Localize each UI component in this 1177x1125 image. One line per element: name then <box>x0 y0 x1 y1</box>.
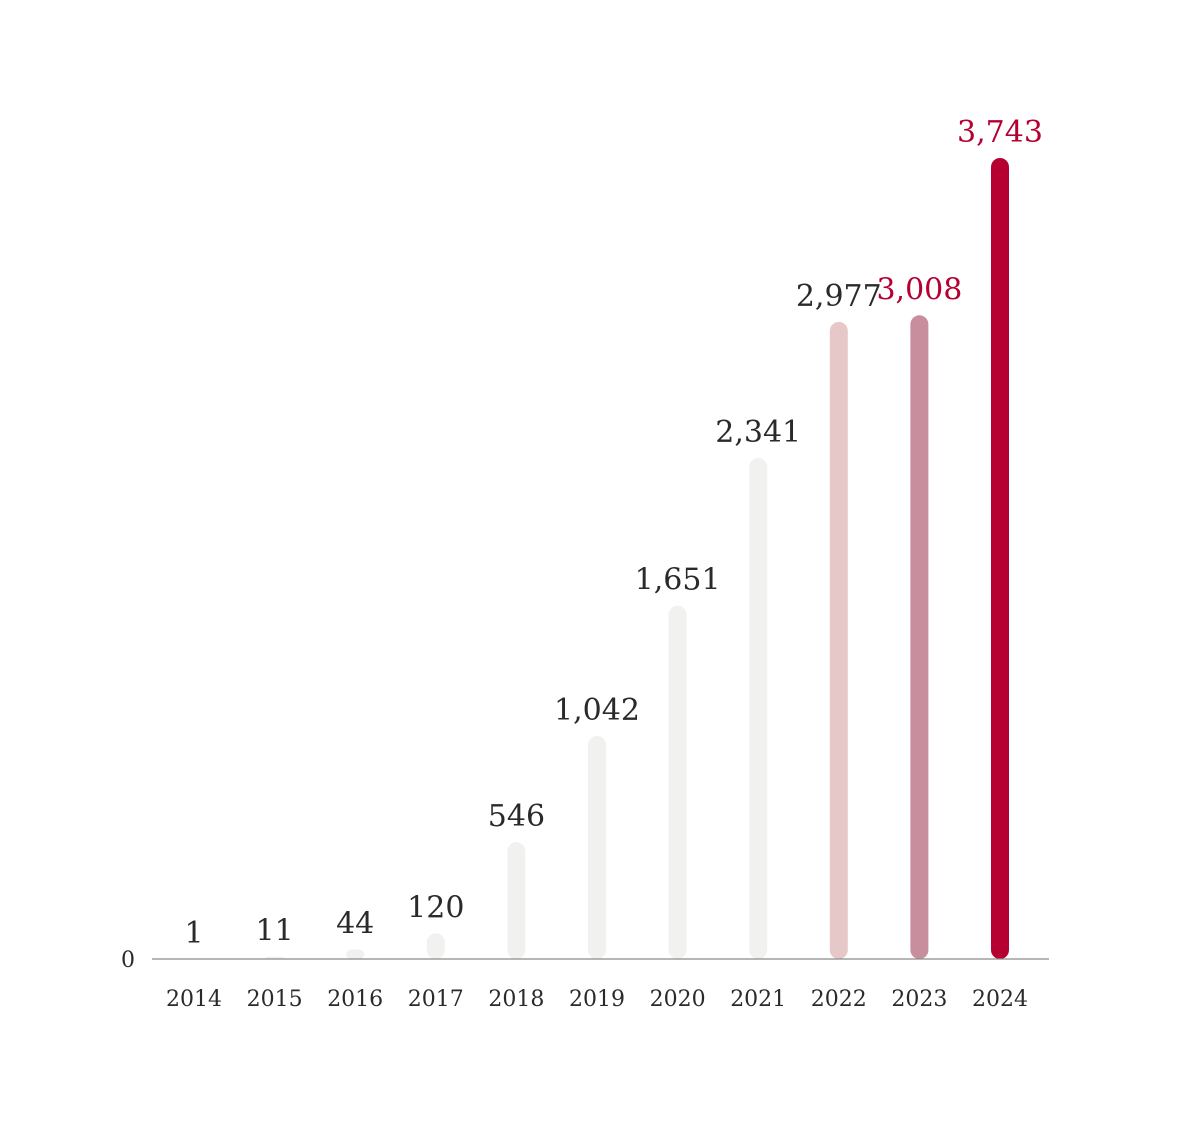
value-label-2022: 2,977 <box>796 279 882 314</box>
x-axis-tick-labels: 2014 2015 2016 2017 2018 2019 2020 2021 2022 2023… <box>166 987 1028 1012</box>
value-label-2019: 1,042 <box>554 693 640 728</box>
x-tick-label-2017: 2017 <box>408 987 464 1012</box>
value-label-2015: 11 <box>256 914 294 949</box>
bar-2023 <box>910 315 929 959</box>
value-labels: 1 11 44 1205461,0421,6512,3412,9773,0083,74… <box>184 115 1042 951</box>
bar-2018 <box>507 842 526 959</box>
x-tick-label-2015: 2015 <box>247 987 303 1012</box>
bar-2022 <box>829 321 848 959</box>
bar-2020 <box>668 605 687 959</box>
bar-2017 <box>426 933 445 959</box>
bar-2016 <box>346 949 365 959</box>
value-label-2017: 120 <box>407 890 464 925</box>
value-label-2021: 2,341 <box>715 415 801 450</box>
value-label-2024: 3,743 <box>957 115 1043 150</box>
x-tick-label-2022: 2022 <box>811 987 867 1012</box>
x-tick-label-2014: 2014 <box>166 987 222 1012</box>
value-label-2014: 1 <box>184 916 203 951</box>
x-tick-label-2018: 2018 <box>488 987 544 1012</box>
x-tick-label-2020: 2020 <box>650 987 706 1012</box>
bar-2024 <box>991 158 1009 959</box>
value-label-2020: 1,651 <box>635 563 721 598</box>
value-label-2018: 546 <box>488 799 545 834</box>
x-tick-label-2024: 2024 <box>972 987 1028 1012</box>
x-tick-label-2021: 2021 <box>730 987 786 1012</box>
x-tick-label-2019: 2019 <box>569 987 625 1012</box>
y-axis-zero-tick-label: 0 <box>121 948 135 973</box>
x-tick-label-2023: 2023 <box>891 987 947 1012</box>
bar-2021 <box>749 458 768 959</box>
bars-group <box>265 158 1009 959</box>
value-label-2016: 44 <box>336 907 374 942</box>
bar-2019 <box>588 736 606 959</box>
value-label-2023: 3,008 <box>876 272 962 307</box>
x-tick-label-2016: 2016 <box>327 987 383 1012</box>
